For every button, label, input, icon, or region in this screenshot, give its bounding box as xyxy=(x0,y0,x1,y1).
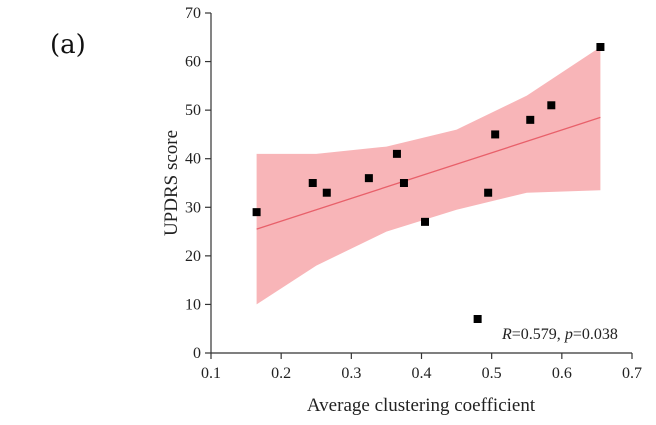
fit-line-layer xyxy=(256,116,601,230)
data-point xyxy=(421,217,430,226)
x-tick-label: 0.5 xyxy=(482,365,502,382)
data-points xyxy=(252,43,605,323)
p-value: =0.038 xyxy=(573,326,618,343)
y-tick-label: 60 xyxy=(185,54,201,71)
x-tick-label: 0.6 xyxy=(552,365,572,382)
y-tick-label: 10 xyxy=(185,296,201,313)
confidence-band xyxy=(256,47,601,305)
correlation-annotation: R=0.579, p=0.038 xyxy=(501,326,618,343)
data-point xyxy=(596,43,605,51)
r-value: =0.579, xyxy=(512,326,565,343)
data-point xyxy=(547,101,556,110)
y-tick-label: 30 xyxy=(185,199,201,216)
data-point xyxy=(526,115,535,124)
x-tick-label: 0.3 xyxy=(341,365,361,382)
data-point xyxy=(364,174,373,183)
r-label: R xyxy=(501,326,512,343)
y-ticks: 0 10 20 30 40 50 60 70 xyxy=(185,5,211,362)
y-tick-label: 20 xyxy=(185,248,201,265)
x-axis-title: Average clustering coefficient xyxy=(307,395,536,416)
x-tick-label: 0.7 xyxy=(622,365,642,382)
data-point xyxy=(308,179,317,187)
data-point xyxy=(252,208,261,217)
confidence-band-layer xyxy=(256,47,601,305)
y-tick-label: 0 xyxy=(193,345,201,362)
data-point xyxy=(322,188,331,197)
panel-label: (a) xyxy=(50,30,86,60)
x-tick-label: 0.4 xyxy=(412,365,432,382)
data-point xyxy=(473,315,482,323)
data-point xyxy=(392,149,401,158)
x-tick-label: 0.2 xyxy=(271,365,291,382)
y-axis-title: UPDRS score xyxy=(161,130,182,236)
p-label: p xyxy=(564,326,573,343)
y-tick-label: 70 xyxy=(185,5,201,22)
data-point xyxy=(484,188,493,197)
y-tick-label: 50 xyxy=(185,102,201,119)
x-ticks: 0.1 0.2 0.3 0.4 0.5 0.6 0.7 xyxy=(201,353,642,382)
data-point xyxy=(399,179,408,187)
x-tick-label: 0.1 xyxy=(201,365,221,382)
y-tick-label: 40 xyxy=(185,151,201,168)
data-point xyxy=(491,130,500,139)
fit-line xyxy=(256,116,601,230)
